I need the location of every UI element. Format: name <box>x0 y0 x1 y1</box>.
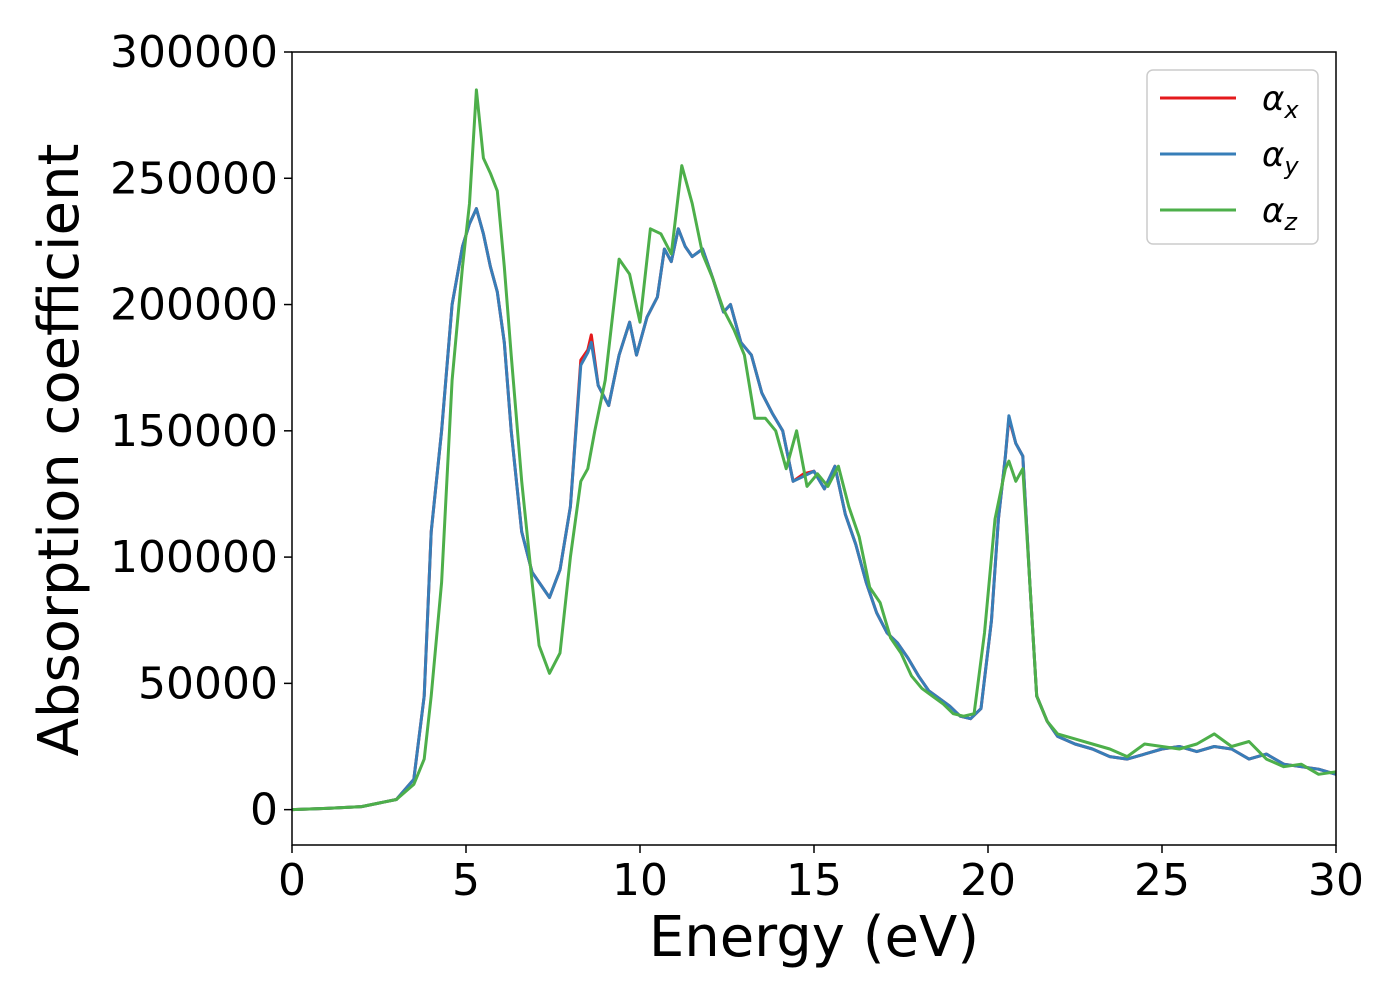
x-tick-label: 5 <box>452 855 480 906</box>
y-tick-label: 300000 <box>110 27 278 78</box>
legend-label-z: αz <box>1262 191 1298 236</box>
series-layer <box>291 88 1337 812</box>
x-tick-label: 15 <box>786 855 842 906</box>
y-tick-label: 50000 <box>138 658 278 709</box>
x-tick-label: 20 <box>960 855 1016 906</box>
x-tick-label: 0 <box>278 855 306 906</box>
y-tick-label: 250000 <box>110 153 278 204</box>
x-tick-label: 10 <box>612 855 668 906</box>
y-axis-title: Absorption coefficient <box>27 144 92 757</box>
y-tick-label: 150000 <box>110 406 278 457</box>
y-tick-label: 0 <box>250 785 278 836</box>
series-line-z <box>291 88 1337 812</box>
series-line-x <box>291 207 1337 812</box>
x-tick-label: 30 <box>1308 855 1364 906</box>
y-tick-label: 200000 <box>110 280 278 331</box>
legend-label-x: αx <box>1262 79 1299 124</box>
series-line-y <box>291 207 1337 812</box>
legend: αx αy αz <box>1146 69 1319 245</box>
legend-box <box>1146 69 1319 245</box>
x-tick-label: 25 <box>1134 855 1190 906</box>
x-axis: 0 5 10 15 20 25 30 <box>278 845 1364 906</box>
y-tick-label: 100000 <box>110 532 278 583</box>
legend-label-y: αy <box>1262 135 1299 180</box>
y-axis: 0 50000 100000 150000 200000 250000 300000 <box>110 27 292 836</box>
x-axis-title: Energy (eV) <box>649 905 979 970</box>
